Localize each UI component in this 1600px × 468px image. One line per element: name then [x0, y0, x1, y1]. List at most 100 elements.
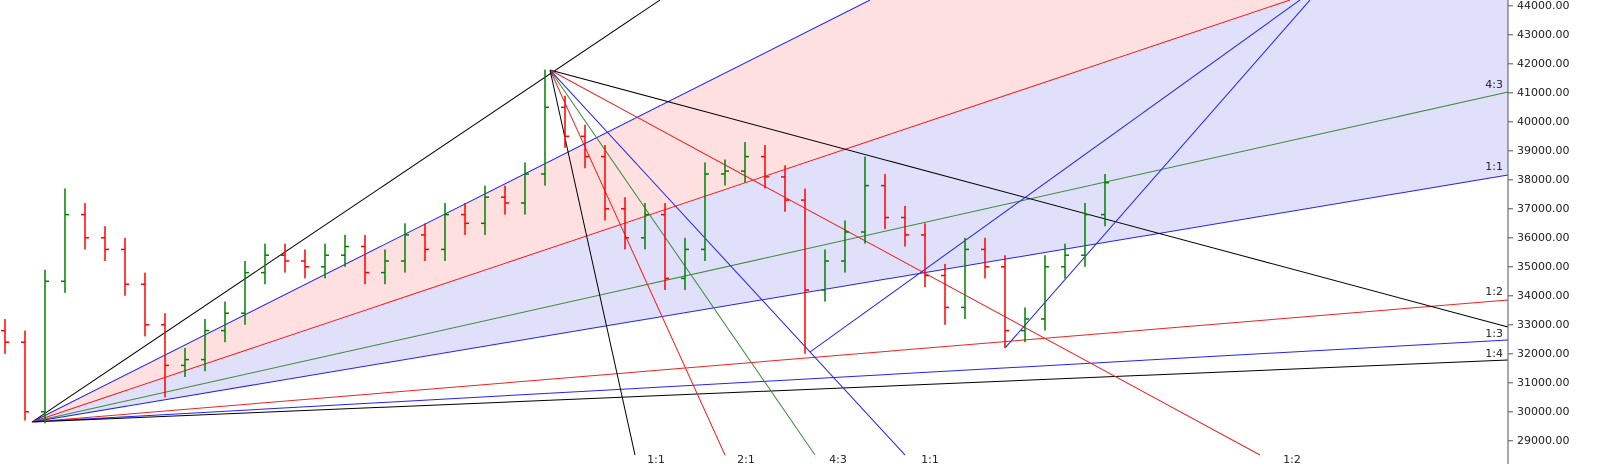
fan-label: 1:2	[1485, 285, 1503, 298]
ohlc-bar	[1001, 255, 1009, 348]
fan-label: 4:3	[1485, 78, 1503, 91]
ohlc-bar	[81, 203, 89, 250]
ohlc-bar	[1, 319, 9, 354]
fan-line	[549, 69, 906, 456]
ohlc-bar	[741, 142, 749, 183]
fan-line	[809, 0, 1301, 353]
ohlc-bar	[581, 124, 589, 169]
fan-line	[549, 69, 1509, 328]
ohlc-bar	[601, 145, 609, 221]
fan-label: 4:3	[829, 453, 847, 464]
ohlc-bar	[161, 313, 169, 398]
ohlc-bar	[61, 188, 69, 293]
y-tick-label: 31000.00	[1517, 376, 1570, 389]
fan-line	[31, 174, 1509, 423]
ohlc-bar	[401, 223, 409, 273]
ohlc-bar	[781, 165, 789, 212]
ohlc-bar	[141, 272, 149, 337]
ohlc-bar	[421, 223, 429, 261]
ohlc-bar	[341, 234, 349, 267]
fan-line	[549, 69, 726, 456]
fan-line	[549, 69, 1261, 456]
ohlc-bar	[501, 185, 509, 215]
fan-lines	[31, 0, 1509, 456]
ohlc-bar	[681, 237, 689, 290]
fan-line	[549, 69, 816, 456]
y-tick-label: 35000.00	[1517, 260, 1570, 273]
y-tick-label: 37000.00	[1517, 202, 1570, 215]
ohlc-bar	[821, 249, 829, 302]
fan-line	[31, 0, 661, 423]
fan-line	[31, 0, 1291, 423]
ohlc-bar	[1041, 255, 1049, 331]
ohlc-bar	[801, 188, 809, 354]
fan-labels: 4:3 1:1 1:2 1:3 1:4 1:1 2:1 4:3 1:1 1:2	[647, 78, 1503, 466]
ohlc-bar	[881, 174, 889, 230]
y-tick-label: 29000.00	[1517, 434, 1570, 447]
fan-label: 1:3	[1485, 327, 1503, 340]
fan-line	[31, 299, 1509, 423]
ohlc-bar	[241, 261, 249, 325]
y-tick-label: 32000.00	[1517, 347, 1570, 360]
ohlc-bar	[981, 237, 989, 279]
ohlc-bar	[361, 234, 369, 285]
y-tick-label: 42000.00	[1517, 57, 1570, 70]
ohlc-bar	[901, 205, 909, 247]
fan-fill-blue	[32, 0, 1508, 422]
ohlc-bar	[221, 301, 229, 343]
fan-line	[549, 69, 636, 456]
ohlc-bar	[461, 203, 469, 235]
ohlc-bar	[121, 237, 129, 296]
y-axis: 29000.00 30000.00 31000.00 32000.00 33000.00…	[1507, 0, 1600, 464]
y-tick-label: 33000.00	[1517, 318, 1570, 331]
ohlc-bar	[621, 197, 629, 250]
ohlc-bar	[561, 95, 569, 148]
ohlc-bar	[941, 263, 949, 325]
ohlc-bar	[301, 249, 309, 279]
fan-label: 1:2	[1283, 453, 1301, 464]
ohlc-bar	[541, 69, 549, 186]
fan-label: 2:1	[737, 453, 755, 464]
fan-line	[31, 91, 1509, 423]
fan-line	[31, 339, 1509, 423]
ohlc-bar	[101, 226, 109, 261]
ohlc-bar	[321, 243, 329, 279]
ohlc-bar	[721, 159, 729, 186]
ohlc-bar	[861, 156, 869, 244]
ohlc-bar	[261, 243, 269, 285]
y-tick-label: 43000.00	[1517, 28, 1570, 41]
ohlc-bar	[661, 203, 669, 290]
ohlc-bar	[481, 185, 489, 235]
y-tick-label: 39000.00	[1517, 144, 1570, 157]
ohlc-bar	[21, 330, 29, 421]
y-tick-label: 40000.00	[1517, 115, 1570, 128]
ohlc-bar	[1081, 203, 1089, 267]
fan-label: 1:4	[1485, 347, 1503, 360]
ohlc-bar	[181, 348, 189, 377]
ohlc-bar	[521, 162, 529, 215]
y-tick-label: 38000.00	[1517, 173, 1570, 186]
ohlc-bar	[1021, 307, 1029, 343]
fan-line	[31, 0, 871, 423]
y-tick-label: 44000.00	[1517, 0, 1570, 12]
ohlc-bar	[761, 145, 769, 189]
ohlc-bar	[201, 319, 209, 372]
y-tick-label: 30000.00	[1517, 405, 1570, 418]
ohlc-bar	[281, 243, 289, 273]
price-bars	[1, 69, 1109, 424]
fan-label: 1:1	[921, 453, 939, 464]
ohlc-bar	[1061, 243, 1069, 279]
fan-label: 1:1	[647, 453, 665, 464]
axis-background	[1508, 0, 1600, 464]
ohlc-bar	[1101, 174, 1109, 227]
ohlc-bar	[641, 203, 649, 250]
y-tick-label: 36000.00	[1517, 231, 1570, 244]
fan-line	[1004, 0, 1311, 349]
fan-line	[31, 359, 1509, 423]
fan-label: 1:1	[1485, 160, 1503, 173]
y-tick-label: 34000.00	[1517, 289, 1570, 302]
ohlc-bar	[921, 223, 929, 288]
ohlc-bar	[41, 269, 49, 424]
y-tick-label: 41000.00	[1517, 86, 1570, 99]
